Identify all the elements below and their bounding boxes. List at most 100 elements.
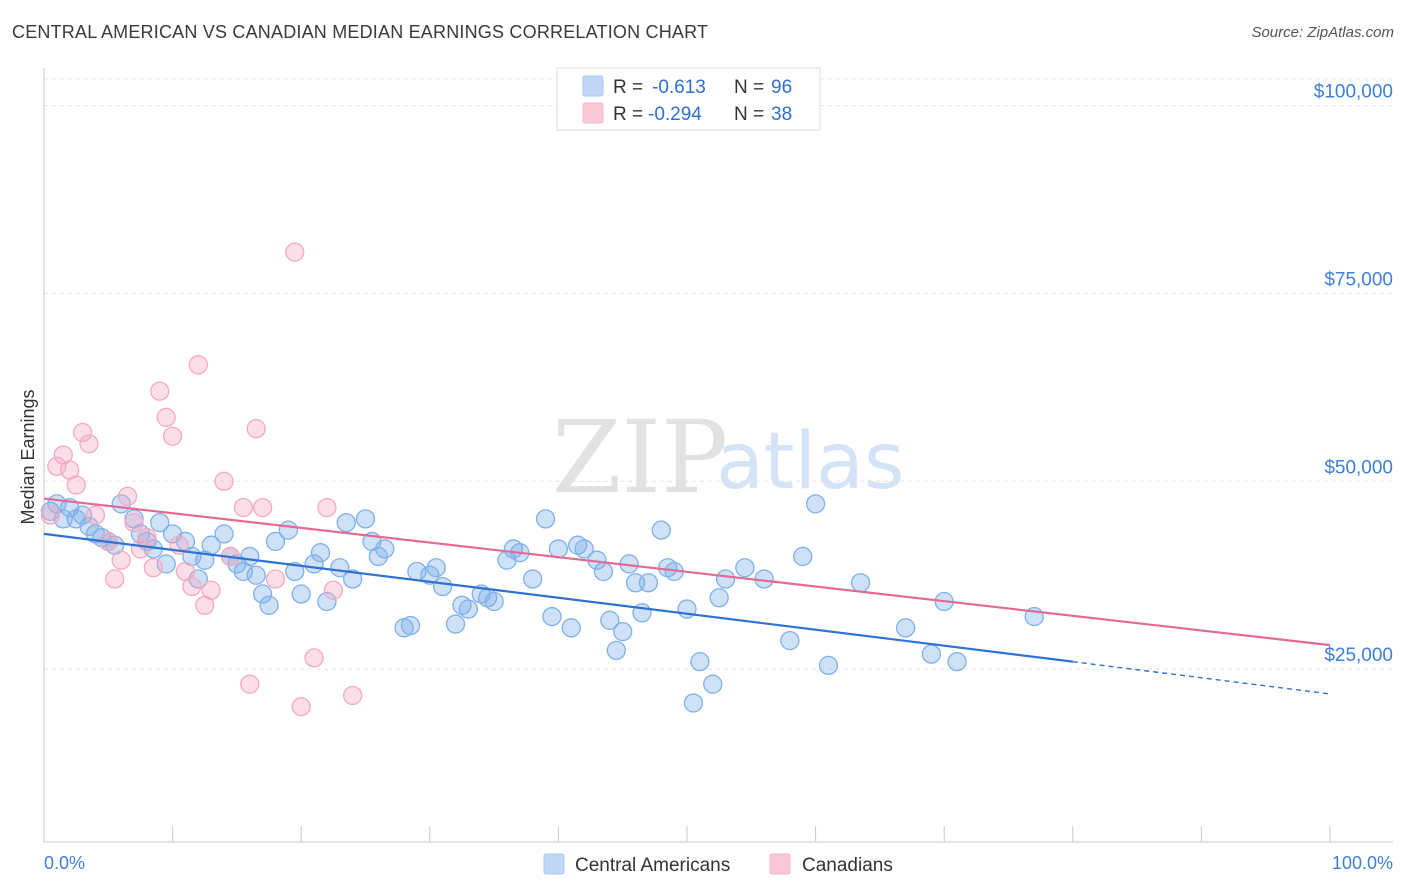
- point-central-americans-89: [793, 546, 813, 567]
- point-central-americans-34: [285, 561, 305, 582]
- watermark-zip: ZIP: [552, 399, 728, 516]
- legend-n-label-1: N =: [734, 77, 764, 98]
- bottom-legend-swatch-canadians: [769, 853, 791, 875]
- watermark-atlas: atlas: [716, 417, 905, 507]
- point-canadians-25: [214, 471, 234, 491]
- point-central-americans-45: [375, 539, 395, 559]
- point-canadians-12: [124, 512, 144, 533]
- point-canadians-4: [66, 475, 86, 495]
- point-central-americans-63: [542, 606, 562, 627]
- series-canadians: [40, 242, 363, 717]
- source-label: Source: ZipAtlas.com: [1251, 24, 1394, 41]
- axes: [43, 68, 1393, 843]
- point-central-americans-32: [265, 531, 286, 552]
- point-canadians-35: [317, 497, 337, 518]
- point-canadians-24: [201, 580, 221, 600]
- point-central-americans-30: [252, 584, 273, 604]
- trend-line-central-americans: [43, 532, 1073, 663]
- point-canadians-34: [304, 648, 324, 668]
- point-central-americans-70: [600, 610, 620, 630]
- point-canadians-29: [246, 419, 266, 439]
- point-central-americans-94: [921, 644, 941, 664]
- point-central-americans-37: [310, 543, 331, 563]
- point-central-americans-77: [651, 520, 671, 540]
- point-central-americans-29: [246, 565, 266, 585]
- point-central-americans-40: [336, 512, 356, 533]
- point-central-americans-64: [548, 539, 569, 559]
- bottom-legend-label-canadians: Canadians: [802, 855, 893, 876]
- legend-n-value-1: 96: [771, 77, 792, 98]
- point-canadians-36: [323, 580, 344, 600]
- bottom-legend-swatch-central-americans: [543, 853, 565, 875]
- point-canadians-6: [79, 434, 99, 454]
- point-canadians-15: [143, 558, 163, 578]
- point-central-americans-96: [947, 652, 967, 672]
- point-canadians-16: [150, 381, 170, 401]
- y-tick-labels: $25,000 $50,000 $75,000 $100,000: [1314, 82, 1393, 667]
- point-central-americans-86: [735, 558, 755, 578]
- y-tick-label-3: $100,000: [1314, 82, 1393, 103]
- point-canadians-11: [117, 486, 138, 506]
- point-canadians-27: [233, 497, 253, 518]
- stats-legend: R = -0.613 N = 96 R = -0.294 N = 38: [556, 67, 821, 131]
- y-axis-label: Median Earnings: [18, 389, 38, 524]
- legend-r-label-1: R =: [613, 77, 643, 98]
- point-canadians-10: [111, 550, 131, 570]
- chart-title: CENTRAL AMERICAN VS CANADIAN MEDIAN EARN…: [12, 22, 709, 42]
- point-central-americans-50: [426, 558, 446, 578]
- point-central-americans-88: [780, 630, 800, 651]
- point-central-americans-93: [895, 618, 916, 638]
- point-canadians-31: [265, 569, 286, 589]
- point-central-americans-24: [214, 524, 234, 544]
- point-central-americans-81: [683, 693, 704, 713]
- point-canadians-28: [240, 674, 260, 694]
- point-central-americans-42: [355, 509, 376, 529]
- series-central-americans: [40, 494, 1044, 713]
- point-central-americans-54: [458, 599, 479, 619]
- series-legend: Central Americans Canadians: [543, 853, 893, 876]
- y-tick-label-1: $50,000: [1324, 457, 1393, 478]
- point-canadians-30: [252, 497, 273, 518]
- point-central-americans-28: [240, 546, 260, 567]
- legend-swatch-canadians: [582, 102, 604, 124]
- legend-swatch-central-americans: [582, 75, 604, 97]
- point-canadians-5: [72, 422, 93, 443]
- point-central-americans-44: [368, 546, 389, 567]
- point-central-americans-65: [561, 618, 581, 638]
- point-central-americans-62: [535, 509, 556, 529]
- point-central-americans-90: [805, 494, 826, 514]
- point-central-americans-31: [259, 595, 279, 615]
- point-central-americans-85: [715, 569, 736, 589]
- point-central-americans-52: [445, 614, 466, 634]
- point-central-americans-92: [850, 573, 871, 593]
- point-central-americans-82: [690, 652, 710, 672]
- legend-r-value-1: -0.613: [652, 77, 706, 98]
- trend-line-canadians: [43, 497, 1331, 647]
- point-central-americans-83: [703, 674, 723, 694]
- point-central-americans-67: [574, 539, 594, 559]
- y-tick-label-0: $25,000: [1324, 645, 1393, 666]
- point-central-americans-47: [400, 615, 421, 636]
- legend-n-value-2: 38: [771, 104, 792, 125]
- point-central-americans-49: [420, 565, 440, 585]
- point-central-americans-61: [523, 569, 543, 589]
- point-canadians-17: [156, 407, 176, 428]
- x-tick-label-min: 0.0%: [44, 853, 85, 873]
- point-central-americans-35: [291, 584, 311, 604]
- trend-line-extension-central-americans: [1072, 660, 1331, 695]
- point-central-americans-72: [613, 621, 633, 642]
- point-canadians-32: [285, 242, 305, 262]
- point-central-americans-71: [606, 640, 626, 661]
- y-tick-label-2: $75,000: [1324, 269, 1393, 290]
- point-canadians-21: [182, 576, 202, 597]
- point-canadians-18: [162, 426, 183, 446]
- point-central-americans-91: [818, 655, 839, 676]
- point-central-americans-16: [150, 512, 170, 533]
- point-central-americans-38: [317, 591, 337, 612]
- point-central-americans-76: [638, 573, 659, 593]
- x-tick-label-max: 100.0%: [1332, 853, 1393, 873]
- point-central-americans-33: [278, 520, 298, 540]
- point-canadians-7: [85, 505, 106, 525]
- point-central-americans-84: [709, 588, 729, 608]
